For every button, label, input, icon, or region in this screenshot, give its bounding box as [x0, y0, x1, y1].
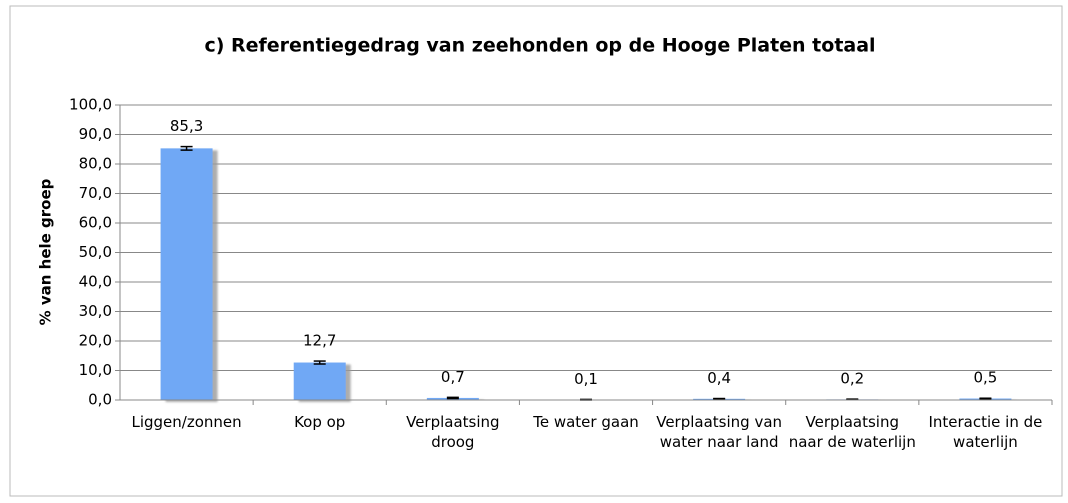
value-label: 0,1 [574, 370, 598, 388]
y-tick-label: 60,0 [79, 214, 112, 232]
y-tick-label: 70,0 [79, 184, 112, 202]
chart-title: c) Referentiegedrag van zeehonden op de … [204, 35, 875, 57]
error-bar [180, 145, 193, 151]
x-tick-label: Kop op [294, 413, 346, 431]
x-tick-label: Liggen/zonnen [131, 413, 242, 431]
error-bar [313, 360, 326, 365]
y-tick-label: 0,0 [88, 391, 112, 409]
bar [293, 362, 346, 400]
error-bar [713, 397, 726, 400]
x-tick-label: Verplaatsing droog [406, 413, 500, 451]
y-tick-label: 10,0 [79, 361, 112, 379]
x-tick-label: Verplaatsing naar de waterlijn [788, 413, 916, 451]
y-tick-label: 90,0 [79, 125, 112, 143]
y-tick-label: 100,0 [69, 96, 112, 114]
error-bar [446, 396, 459, 400]
value-label: 0,7 [441, 368, 465, 386]
value-label: 12,7 [303, 332, 336, 350]
y-axis-label: % van hele groep [37, 178, 55, 325]
x-tick-label: Verplaatsing van water naar land [656, 413, 783, 451]
x-tick-label: Te water gaan [533, 413, 639, 431]
y-tick-label: 50,0 [79, 243, 112, 261]
error-bar [979, 397, 992, 400]
bar [160, 148, 213, 400]
y-tick-label: 30,0 [79, 302, 112, 320]
value-label: 0,5 [973, 369, 997, 387]
value-label: 0,4 [707, 369, 731, 387]
y-tick-label: 80,0 [79, 155, 112, 173]
value-label: 0,2 [840, 370, 864, 388]
y-tick-label: 40,0 [79, 273, 112, 291]
x-tick-label: Interactie in de waterlijn [928, 413, 1043, 451]
value-label: 85,3 [170, 117, 203, 135]
y-tick-label: 20,0 [79, 332, 112, 350]
